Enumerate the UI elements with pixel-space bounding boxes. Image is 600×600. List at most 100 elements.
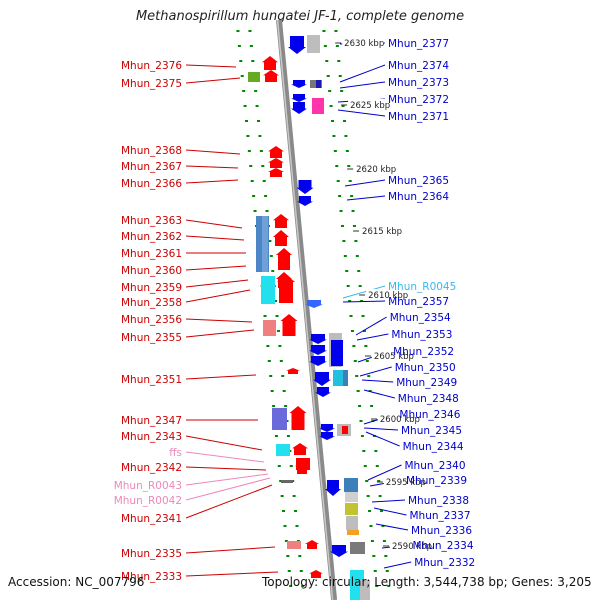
tick-mark: [245, 120, 248, 122]
gene-label-right: Mhun_2334: [413, 540, 474, 552]
tick-mark: [284, 540, 288, 542]
tick-mark: [377, 480, 381, 482]
tick-mark: [237, 45, 241, 47]
gene-label-right: Mhun_2346: [399, 409, 460, 421]
tick-mark: [299, 570, 303, 572]
gene-arrow: [292, 443, 308, 455]
scale-label: 2610 kbp: [368, 291, 408, 301]
leader-line: [185, 318, 253, 323]
leader-line: [339, 64, 386, 83]
gene-label-right: Mhun_2340: [405, 460, 466, 472]
tick-mark: [253, 210, 257, 212]
tick-mark: [335, 165, 339, 167]
gene-arrow: [291, 94, 307, 102]
gene-block: [281, 480, 293, 483]
gene-label-left: Mhun_2367: [121, 161, 182, 173]
tick-mark: [375, 465, 379, 467]
gene-arrow: [277, 275, 295, 303]
tick-mark: [286, 555, 290, 557]
tick-mark: [368, 390, 372, 392]
tick-mark: [298, 555, 302, 557]
scale-label: 2625 kbp: [350, 101, 390, 111]
gene-label-right: Mhun_2372: [388, 94, 449, 106]
leader-line: [185, 279, 249, 288]
tick-mark: [349, 315, 353, 317]
tick-mark: [366, 495, 370, 497]
gene-label-right: Mhun_2337: [410, 510, 471, 522]
tick-mark: [381, 525, 385, 527]
leader-line: [363, 427, 399, 431]
scale-label-bg: [354, 163, 397, 174]
tick-mark: [360, 435, 364, 437]
leader-line: [355, 316, 387, 336]
gene-label-right: Mhun_2350: [395, 362, 456, 374]
tick-mark: [246, 135, 250, 137]
gene-label-left: Mhun_2355: [121, 332, 182, 344]
gene-label-left: Mhun_2359: [121, 282, 182, 294]
tick-mark: [266, 345, 270, 347]
gene-arrow: [268, 146, 284, 158]
scale-label-bg: [360, 225, 403, 236]
tick-mark: [275, 315, 279, 317]
gene-label-left: Mhun_2335: [121, 548, 182, 560]
gene-block: [287, 541, 301, 549]
gene-block: [346, 516, 358, 530]
gene-label-left: Mhun_2333: [121, 571, 182, 583]
tick-mark: [242, 90, 246, 92]
gene-label-left: ffs: [169, 447, 182, 459]
tick-mark: [358, 285, 362, 287]
gene-label-right: Mhun_2374: [388, 60, 449, 72]
leader-line: [185, 165, 239, 169]
gene-label-right: Mhun_2332: [414, 557, 475, 569]
tick-mark: [362, 330, 366, 332]
gene-arrow: [313, 372, 331, 386]
tick-mark: [354, 240, 358, 242]
scale-label-bg: [371, 350, 414, 361]
gene-label-left: Mhun_2366: [121, 178, 182, 190]
gene-label-right: Mhun_2353: [391, 329, 452, 341]
tick-mark: [357, 270, 361, 272]
leader-line: [185, 149, 241, 155]
gene-block: [262, 216, 268, 272]
gene-arrow: [291, 80, 307, 88]
gene-block: [261, 276, 275, 304]
leader-line: [342, 300, 386, 303]
tick-mark: [370, 540, 374, 542]
tick-mark: [369, 525, 373, 527]
tick-mark: [370, 405, 374, 407]
tick-mark: [243, 105, 247, 107]
leader-line: [337, 109, 386, 117]
tick-mark: [363, 465, 367, 467]
gene-arrow: [309, 570, 323, 578]
leader-line: [375, 523, 409, 531]
tick-mark: [373, 570, 377, 572]
tick-mark: [282, 390, 286, 392]
tick-mark: [347, 165, 351, 167]
tick-mark: [367, 375, 371, 377]
tick-mark: [289, 465, 293, 467]
leader-line: [185, 451, 265, 463]
leader-line: [339, 81, 386, 89]
gene-label-right: Mhun_2348: [398, 393, 459, 405]
leader-line: [185, 77, 241, 84]
scale-labels: 2630 kbp 2625 kbp 2620 kbp 2615 kbp 2610 kbp…: [335, 37, 432, 552]
gene-label-left: Mhun_R0042: [114, 495, 182, 507]
tick-mark: [340, 225, 344, 227]
gene-arrow: [286, 368, 300, 374]
tick-mark: [333, 150, 337, 152]
gene-arrow: [268, 168, 284, 177]
tick-mark: [261, 165, 265, 167]
tick-mark: [348, 180, 352, 182]
tick-mark: [247, 150, 251, 152]
tick-mark: [264, 195, 268, 197]
gene-label-left: Mhun_2376: [121, 60, 182, 72]
tick-mark: [255, 105, 259, 107]
gene-arrow: [280, 314, 298, 336]
tick-mark: [272, 405, 276, 407]
tick-mark: [274, 300, 278, 302]
tick-mark: [348, 300, 352, 302]
genome-summary-text: Topology: circular; Length: 3,544,738 bp…: [262, 575, 592, 589]
tick-mark: [295, 525, 299, 527]
gene-arrow: [330, 545, 348, 557]
